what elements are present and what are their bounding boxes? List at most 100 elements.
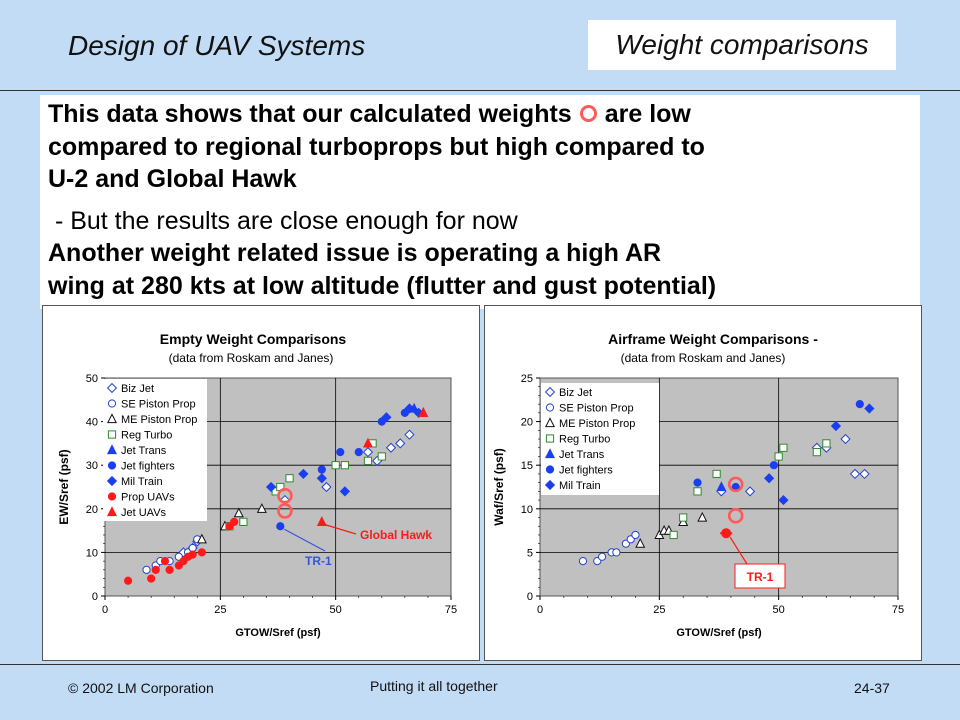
data-point bbox=[336, 448, 345, 457]
legend-label: Jet fighters bbox=[121, 461, 175, 473]
data-point bbox=[612, 548, 621, 557]
data-point bbox=[822, 439, 831, 448]
data-point bbox=[165, 565, 174, 574]
legend-marker bbox=[107, 430, 117, 439]
x-tick-label: 25 bbox=[653, 604, 665, 616]
data-point bbox=[354, 448, 363, 457]
top-rule bbox=[0, 90, 960, 91]
legend-marker bbox=[106, 413, 118, 424]
legend-label: Jet UAVs bbox=[121, 507, 167, 519]
annotation-arrow bbox=[325, 524, 357, 535]
slide-title: Design of UAV Systems bbox=[68, 30, 366, 61]
footer-copyright: © 2002 LM Corporation bbox=[68, 680, 214, 696]
annotation-label: TR-1 bbox=[305, 554, 332, 568]
data-point bbox=[395, 438, 406, 449]
legend-marker bbox=[545, 403, 555, 412]
data-point bbox=[404, 429, 415, 440]
legend-label: Reg Turbo bbox=[121, 430, 172, 442]
data-point bbox=[321, 481, 332, 493]
data-point bbox=[774, 452, 783, 461]
x-tick-label: 0 bbox=[102, 604, 108, 616]
data-point bbox=[256, 503, 267, 513]
data-point bbox=[855, 400, 864, 409]
section-title: Weight comparisons bbox=[588, 20, 896, 70]
body-line-1b: are low bbox=[604, 100, 691, 128]
data-point bbox=[233, 507, 244, 518]
data-point bbox=[285, 474, 294, 483]
legend-marker bbox=[545, 465, 555, 474]
data-point bbox=[317, 465, 326, 474]
data-point bbox=[381, 412, 392, 423]
data-point bbox=[812, 448, 821, 457]
data-point bbox=[197, 548, 206, 557]
body-line-2: compared to regional turboprops but high… bbox=[48, 133, 705, 161]
chart-subtitle: (data from Roskam and Janes) bbox=[169, 351, 334, 365]
y-tick-label: 10 bbox=[521, 504, 533, 516]
y-tick-label: 25 bbox=[521, 373, 533, 385]
chart-title: Airframe Weight Comparisons - bbox=[608, 331, 818, 347]
chart-title: Empty Weight Comparisons bbox=[160, 331, 347, 347]
data-point bbox=[631, 530, 640, 540]
data-point bbox=[151, 565, 160, 574]
data-point bbox=[340, 461, 349, 470]
y-tick-label: 0 bbox=[527, 591, 533, 603]
legend-label: Prop UAVs bbox=[121, 492, 175, 504]
data-point bbox=[778, 494, 789, 506]
data-point bbox=[147, 574, 156, 583]
calculated-weight-icon bbox=[579, 104, 597, 122]
footer-page: 24-37 bbox=[854, 680, 890, 696]
data-point bbox=[693, 487, 702, 496]
data-point bbox=[418, 407, 429, 417]
data-point bbox=[160, 557, 170, 566]
data-point bbox=[377, 452, 386, 461]
text-panel: This data shows that our calculated weig… bbox=[40, 95, 920, 309]
y-tick-label: 15 bbox=[521, 460, 533, 472]
body-line-5: Another weight related issue is operatin… bbox=[48, 239, 662, 267]
x-tick-label: 50 bbox=[330, 604, 342, 616]
legend-marker bbox=[106, 506, 118, 517]
data-point bbox=[298, 468, 309, 480]
y-tick-label: 0 bbox=[92, 591, 98, 603]
legend-label: Jet fighters bbox=[559, 465, 613, 477]
annotation-arrow bbox=[284, 528, 326, 552]
x-tick-label: 50 bbox=[773, 604, 785, 616]
data-point bbox=[276, 522, 285, 531]
data-point bbox=[716, 481, 727, 492]
data-point bbox=[849, 468, 861, 480]
y-axis-label: EW/Sref (psf) bbox=[57, 449, 71, 524]
data-point bbox=[779, 443, 788, 452]
calculated-point bbox=[727, 507, 744, 524]
data-point bbox=[693, 478, 702, 487]
legend-marker bbox=[106, 475, 118, 487]
y-tick-label: 30 bbox=[86, 460, 98, 472]
legend-label: ME Piston Prop bbox=[559, 418, 635, 430]
legend-marker bbox=[544, 417, 556, 428]
x-tick-label: 75 bbox=[445, 604, 457, 616]
empty-weight-chart-svg: 0 10 20 30 40 50 0 25 50 75 Empty Weight Compariso… bbox=[57, 331, 457, 639]
data-point bbox=[400, 408, 409, 417]
chart-subtitle: (data from Roskam and Janes) bbox=[621, 351, 786, 365]
legend-label: SE Piston Prop bbox=[559, 403, 634, 415]
legend-marker bbox=[545, 434, 555, 443]
body-line-3: U-2 and Global Hawk bbox=[48, 165, 297, 193]
calculated-point bbox=[727, 476, 744, 493]
data-point bbox=[377, 417, 386, 426]
data-point bbox=[840, 433, 851, 445]
y-tick-label: 20 bbox=[86, 504, 98, 516]
legend-label: ME Piston Prop bbox=[121, 414, 197, 426]
legend-marker bbox=[107, 461, 117, 470]
data-point bbox=[859, 468, 870, 480]
data-point bbox=[123, 576, 133, 585]
y-tick-label: 50 bbox=[86, 373, 98, 385]
data-point bbox=[744, 486, 756, 497]
data-point bbox=[769, 461, 778, 470]
annotation-arrow bbox=[729, 536, 748, 565]
x-tick-label: 75 bbox=[892, 604, 904, 616]
chart-airframe-weight: 0 5 10 15 20 25 0 25 50 75 Airframe Weight Compari… bbox=[484, 305, 922, 661]
calculated-point bbox=[277, 487, 293, 504]
data-point bbox=[764, 473, 775, 484]
annotation-label: Global Hawk bbox=[360, 528, 432, 542]
airframe-weight-chart-svg: 0 5 10 15 20 25 0 25 50 75 Airframe Weight Compari… bbox=[492, 331, 904, 639]
x-axis-label: GTOW/Sref (psf) bbox=[235, 627, 321, 639]
annotation-label: TR-1 bbox=[747, 570, 774, 584]
